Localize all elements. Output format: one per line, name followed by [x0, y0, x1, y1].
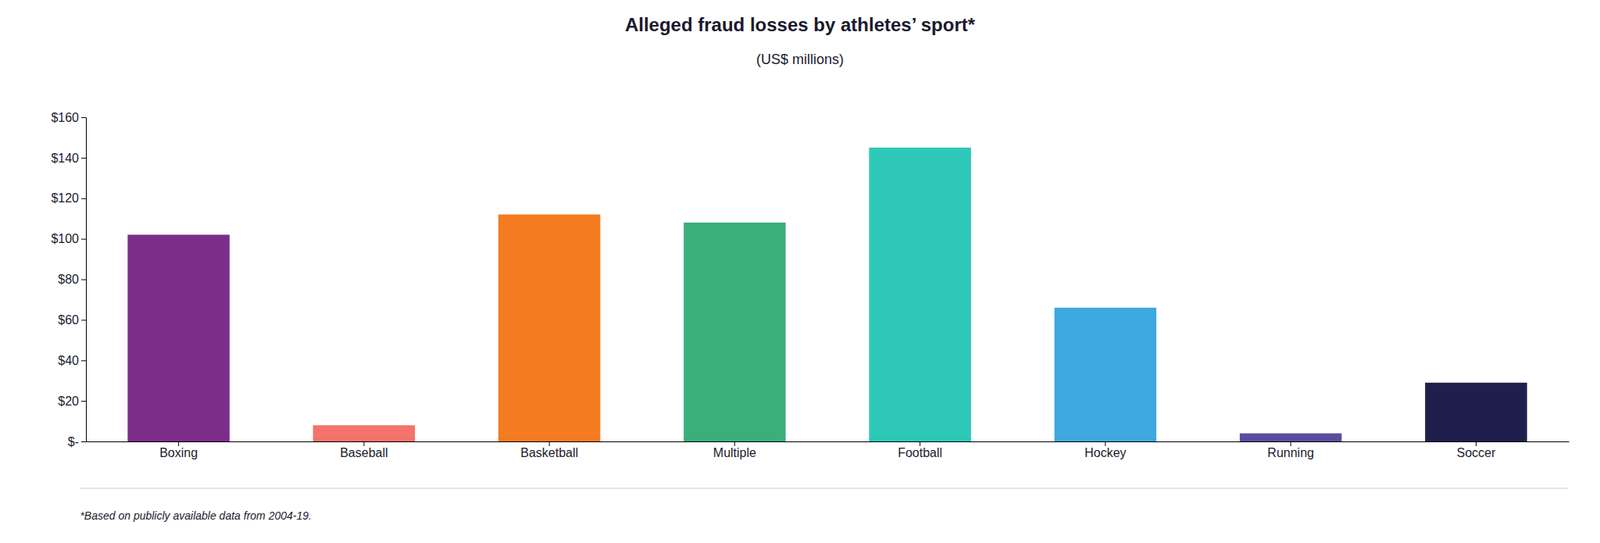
tick: Baseball: [339, 441, 388, 460]
tick-label: Running: [1267, 446, 1315, 460]
tick-label: $160: [50, 110, 79, 125]
bar: [127, 234, 229, 442]
tick: $60: [57, 313, 86, 327]
tick: Running: [1267, 441, 1315, 460]
tick-label: $20: [57, 394, 79, 408]
bar: [1239, 433, 1342, 442]
tick-label: Boxing: [159, 446, 198, 460]
tick-mark: [734, 441, 736, 447]
tick-mark: [81, 117, 86, 118]
tick: $80: [57, 272, 86, 286]
tick: $100: [50, 232, 86, 246]
subtitle: (US$ millions): [756, 51, 844, 68]
bar: [683, 222, 786, 442]
bar: [1425, 382, 1527, 442]
tick-mark: [81, 441, 86, 443]
tick-label: $60: [57, 313, 79, 327]
title: Alleged fraud losses by athletes’ sport*: [625, 14, 976, 36]
tick-label: $40: [57, 353, 79, 368]
axis-line: [86, 441, 1570, 443]
tick: Boxing: [159, 441, 198, 460]
tick-mark: [1104, 441, 1106, 447]
tick-label: Baseball: [339, 446, 388, 460]
tick-label: $80: [57, 272, 79, 286]
tick-mark: [81, 400, 86, 402]
tick: $20: [57, 394, 86, 408]
tick-label: Soccer: [1456, 446, 1496, 460]
tick-mark: [1290, 441, 1292, 447]
tick-label: Basketball: [520, 446, 579, 460]
tick: $-: [67, 435, 86, 449]
y-axis: $- $20 $40 $60 $80 $100 $120 $140 $160: [50, 110, 86, 449]
tick-label: $-: [67, 435, 79, 449]
tick-mark: [1475, 441, 1477, 447]
tick-mark: [81, 279, 86, 281]
tick-mark: [919, 441, 921, 447]
tick-mark: [81, 198, 86, 200]
tick: $160: [50, 110, 86, 125]
tick-label: $140: [50, 150, 79, 165]
tick-label: Hockey: [1084, 446, 1126, 460]
tick: Soccer: [1456, 441, 1496, 460]
tick-label: Football: [897, 446, 943, 460]
chart: Alleged fraud losses by athletes’ sport*…: [0, 0, 1600, 543]
tick: Multiple: [713, 441, 757, 460]
tick: Basketball: [520, 441, 579, 460]
tick-mark: [178, 441, 179, 447]
tick: $40: [57, 353, 86, 368]
tick-mark: [81, 157, 86, 159]
tick-label: $100: [50, 232, 79, 246]
separator: [79, 488, 1568, 490]
footnote: *Based on publicly available data from 2…: [79, 509, 312, 522]
tick-mark: [81, 360, 86, 361]
tick: $120: [50, 191, 86, 205]
tick: Football: [897, 441, 943, 460]
bars: [127, 147, 1527, 442]
axis-line: [85, 117, 87, 443]
bar: [498, 214, 600, 443]
tick-mark: [549, 441, 550, 447]
bar: [1054, 307, 1157, 442]
tick-label: Multiple: [713, 446, 757, 460]
plot: $- $20 $40 $60 $80 $100 $120 $140 $160 Boxing Base…: [50, 110, 1569, 461]
tick: $140: [50, 150, 86, 165]
bar: [313, 425, 415, 442]
tick-mark: [81, 319, 86, 321]
tick-mark: [81, 239, 86, 240]
tick-label: $120: [50, 191, 79, 205]
x-axis: Boxing Baseball Basketball Multiple Football…: [86, 441, 1570, 460]
tick-mark: [363, 441, 365, 447]
tick: Hockey: [1084, 441, 1126, 460]
bar: [868, 147, 971, 442]
